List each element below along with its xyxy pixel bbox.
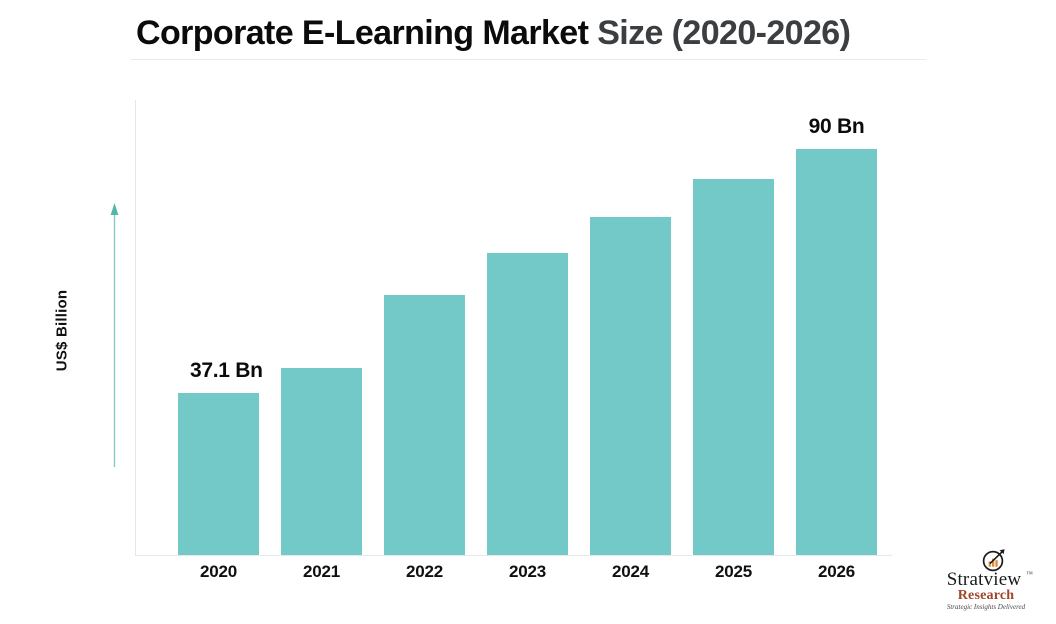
y-axis-title: US$ Billion [53, 289, 71, 372]
bar-value-label-2020: 37.1 Bn [190, 359, 263, 382]
page-title: Corporate E-Learning Market Size (2020-2… [136, 14, 851, 53]
x-axis-line [135, 555, 892, 556]
x-tick-2022: 2022 [405, 562, 444, 581]
bar-2021[interactable] [281, 368, 362, 555]
x-tick-2021: 2021 [302, 562, 341, 581]
bar-2026[interactable] [796, 149, 877, 555]
growth-arrow-icon [110, 203, 119, 467]
x-tick-2023: 2023 [508, 562, 547, 581]
bar-2024[interactable] [590, 217, 671, 555]
logo-trademark-text: ™ [1026, 570, 1033, 578]
chart-circle-logo-icon [982, 549, 1005, 572]
plot-area: 37.1 Bn 90 Bn [135, 100, 892, 555]
title-primary-text: Corporate E-Learning Market [136, 14, 598, 52]
logo-tagline-text: Strategic Insights Delivered [946, 603, 1026, 611]
x-tick-2026: 2026 [817, 562, 856, 581]
bar-2022[interactable] [384, 295, 465, 555]
y-axis-line [135, 100, 136, 556]
x-tick-2024: 2024 [611, 562, 650, 581]
bar-2020[interactable] [178, 393, 259, 555]
x-tick-2025: 2025 [714, 562, 753, 581]
logo-name-text: Stratview [946, 569, 1022, 590]
bar-2025[interactable] [693, 179, 774, 555]
title-divider [131, 59, 926, 60]
brand-logo: Stratview ™ Research Strategic Insights … [925, 548, 1047, 612]
title-secondary-text: Size (2020-2026) [597, 14, 851, 52]
bar-value-label-2026: 90 Bn [808, 115, 865, 138]
logo-subtitle-text: Research [957, 588, 1015, 603]
x-axis-tick-labels: 2020 2021 2022 2023 2024 2025 2026 [135, 562, 892, 592]
x-tick-2020: 2020 [199, 562, 238, 581]
bar-2023[interactable] [487, 253, 568, 555]
